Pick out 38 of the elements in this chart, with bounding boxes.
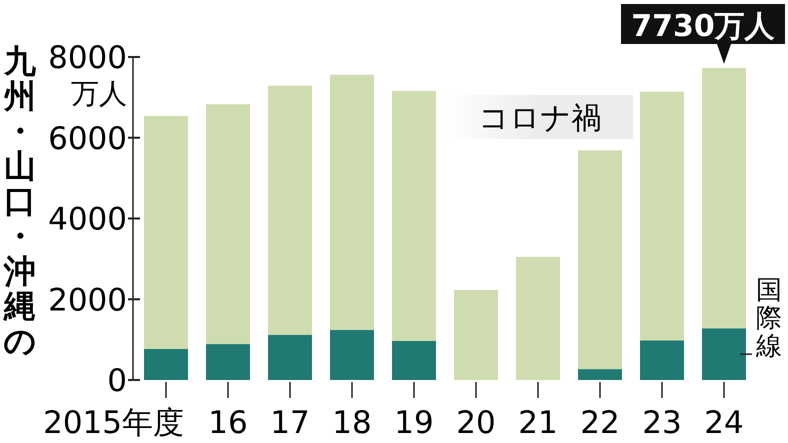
series-label: 国際線 xyxy=(755,275,782,362)
y-axis-title: 万人 xyxy=(71,77,127,110)
bar xyxy=(268,334,312,380)
x-tick-label: 22 xyxy=(580,405,620,441)
x-tick-label: 24 xyxy=(704,405,744,441)
annotation: コロナ禍 xyxy=(478,101,602,136)
x-tick-label: 21 xyxy=(518,405,558,441)
bar xyxy=(330,330,374,380)
bar xyxy=(144,116,188,349)
bar xyxy=(578,150,622,370)
y-tick-label: 0 xyxy=(107,363,127,399)
x-tick-label: 16 xyxy=(208,405,248,441)
x-tick-label: 18 xyxy=(332,405,372,441)
bar xyxy=(578,369,622,380)
bar xyxy=(330,74,374,330)
x-tick-label: 20 xyxy=(456,405,496,441)
x-tick-label: 19 xyxy=(394,405,434,441)
bar xyxy=(392,340,436,380)
bar xyxy=(392,90,436,341)
y-tick-label: 4000 xyxy=(48,202,127,238)
bar xyxy=(144,348,188,380)
y-tick-label: 6000 xyxy=(48,120,127,157)
bar xyxy=(268,86,312,335)
x-tick-label: 17 xyxy=(270,405,310,441)
x-tick-label: 2015年度 xyxy=(43,405,184,441)
bar xyxy=(516,256,560,380)
bar xyxy=(640,92,684,340)
annotation: 7730万人 xyxy=(631,9,776,44)
y-tick-label: 8000 xyxy=(48,40,127,76)
chart-title: 九州・山口・沖縄の xyxy=(4,42,36,360)
bar xyxy=(702,328,746,380)
bar xyxy=(206,104,250,344)
x-tick-label: 23 xyxy=(642,405,682,441)
bar xyxy=(206,344,250,380)
bar xyxy=(702,68,746,328)
bar xyxy=(640,340,684,380)
bar xyxy=(454,290,498,380)
y-tick-label: 2000 xyxy=(48,282,127,318)
